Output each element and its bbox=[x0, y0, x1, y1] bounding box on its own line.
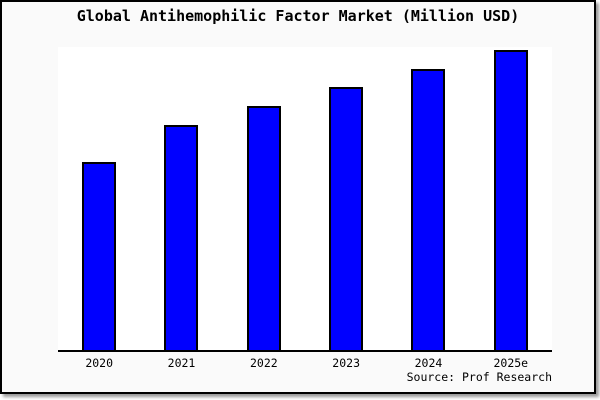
chart-title: Global Antihemophilic Factor Market (Mil… bbox=[76, 7, 520, 25]
tick-label-2025e: 2025e bbox=[493, 356, 529, 370]
bar-slot-2021 bbox=[140, 47, 222, 350]
bar-2021 bbox=[164, 125, 199, 350]
bar-2020 bbox=[82, 162, 117, 350]
chart-figure: Global Antihemophilic Factor Market (Mil… bbox=[0, 0, 596, 394]
source-credit: Source: Prof Research bbox=[406, 370, 552, 384]
tick-label-2021: 2021 bbox=[167, 356, 196, 370]
tick-label-2024: 2024 bbox=[414, 356, 443, 370]
bar-2024 bbox=[411, 69, 446, 350]
bar-slot-2020 bbox=[58, 47, 140, 350]
tick-label-2022: 2022 bbox=[249, 356, 278, 370]
bar-slot-2022 bbox=[223, 47, 305, 350]
x-axis-tick-labels: 2020 2021 2022 2023 2024 2025e bbox=[58, 356, 552, 370]
bar-2023 bbox=[329, 87, 364, 350]
tick-label-2020: 2020 bbox=[85, 356, 114, 370]
bar-slot-2025e bbox=[470, 47, 552, 350]
bars-container bbox=[58, 47, 552, 350]
bar-slot-2024 bbox=[387, 47, 469, 350]
bar-2025e bbox=[493, 50, 528, 350]
tick-label-2023: 2023 bbox=[332, 356, 360, 370]
bar-slot-2023 bbox=[305, 47, 387, 350]
bar-2022 bbox=[246, 106, 281, 350]
plot-area bbox=[58, 47, 552, 352]
